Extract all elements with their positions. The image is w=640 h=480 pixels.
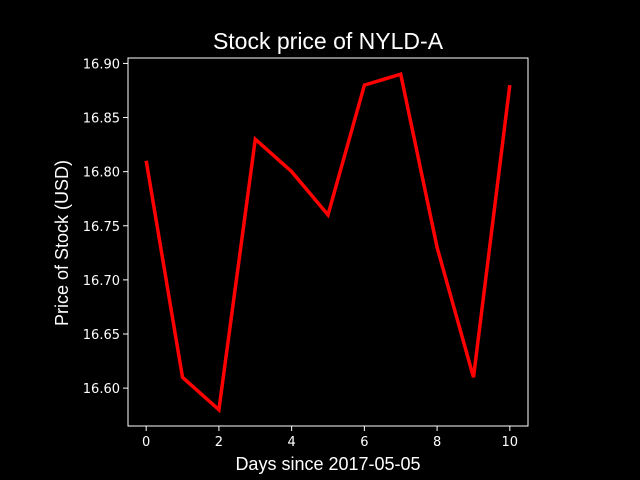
y-tick-label: 16.80 [83, 166, 120, 181]
series-group [144, 71, 512, 414]
x-tick-label: 4 [287, 435, 295, 450]
y-tick-label: 16.75 [83, 220, 120, 235]
y-tick-label: 16.90 [83, 57, 120, 72]
chart-title: Stock price of NYLD-A [213, 28, 444, 54]
x-tick-label: 8 [433, 435, 441, 450]
y-tick-label: 16.65 [83, 328, 120, 343]
plot-area-frame [127, 57, 529, 427]
y-axis-label: Price of Stock (USD) [52, 160, 72, 326]
x-tick-label: 0 [142, 435, 150, 450]
x-tick-label: 2 [215, 435, 223, 450]
series-line [144, 71, 512, 414]
y-tick-label: 16.60 [83, 382, 120, 397]
x-axis-label: Days since 2017-05-05 [235, 454, 420, 474]
y-tick-label: 16.85 [83, 112, 120, 127]
x-tick-label: 10 [502, 435, 519, 450]
axis-ticks: 0 2 4 6 8 10 16.60 16.65 16.70 16.75 16.80 16.85 16.… [83, 57, 518, 450]
x-tick-label: 6 [360, 435, 368, 450]
y-tick-label: 16.70 [83, 274, 120, 289]
